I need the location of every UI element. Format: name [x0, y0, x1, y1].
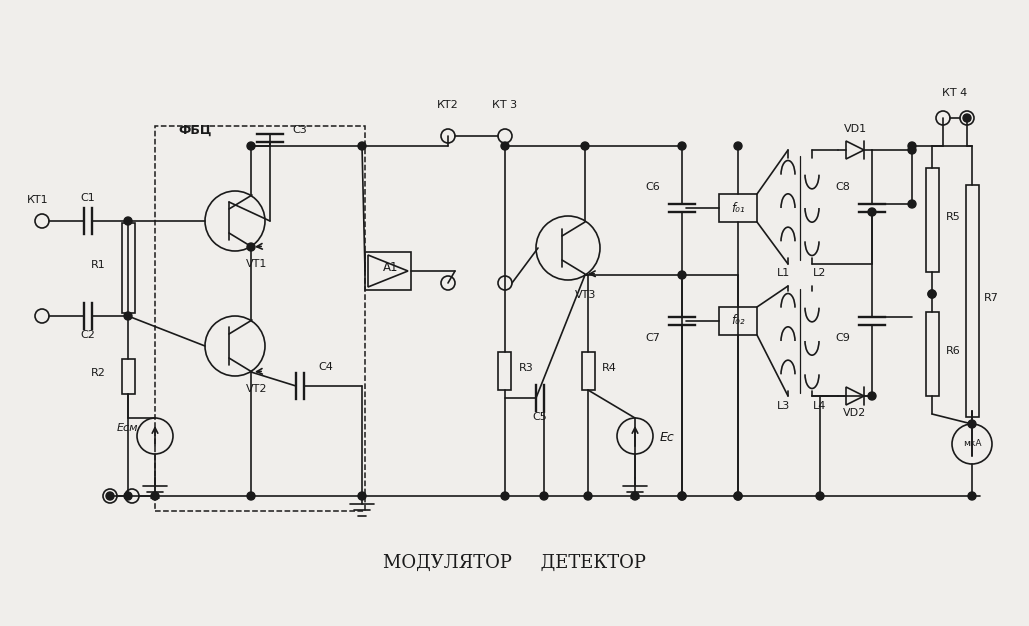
Bar	[719, 307, 757, 335]
Bar	[498, 352, 511, 390]
Bar	[365, 252, 411, 290]
Circle shape	[125, 492, 132, 500]
Circle shape	[908, 200, 916, 208]
Circle shape	[678, 492, 686, 500]
Text: R7: R7	[984, 293, 999, 303]
Circle shape	[584, 492, 592, 500]
Text: R3: R3	[519, 363, 534, 373]
Text: C2: C2	[80, 330, 96, 340]
Text: КТ2: КТ2	[437, 100, 459, 110]
Text: R1: R1	[92, 260, 106, 270]
Text: R6: R6	[946, 346, 961, 356]
Text: VT2: VT2	[246, 384, 268, 394]
Text: Eсм: Eсм	[116, 423, 138, 433]
Text: C4: C4	[318, 362, 332, 372]
Text: L1: L1	[777, 268, 790, 278]
Circle shape	[908, 142, 916, 150]
Bar	[925, 168, 938, 272]
Circle shape	[734, 142, 742, 150]
Bar	[719, 194, 757, 222]
Circle shape	[125, 312, 132, 320]
Circle shape	[963, 114, 971, 122]
Circle shape	[106, 492, 114, 500]
Text: R4: R4	[602, 363, 616, 373]
Text: C1: C1	[80, 193, 96, 203]
Bar	[155, 126, 365, 511]
Bar	[581, 352, 595, 390]
Circle shape	[816, 492, 824, 500]
Circle shape	[151, 492, 159, 500]
Circle shape	[968, 492, 975, 500]
Text: C8: C8	[836, 182, 850, 192]
Text: f₀₁: f₀₁	[732, 202, 745, 215]
Text: VD1: VD1	[844, 124, 866, 134]
Bar	[965, 185, 979, 418]
Text: C5: C5	[533, 412, 547, 422]
Text: C3: C3	[292, 125, 307, 135]
Text: КТ 4: КТ 4	[943, 88, 967, 98]
Circle shape	[501, 492, 509, 500]
Text: ФБЦ: ФБЦ	[178, 124, 212, 137]
Circle shape	[928, 290, 936, 298]
Bar	[925, 312, 938, 396]
Text: f₀₂: f₀₂	[732, 314, 745, 327]
Circle shape	[928, 290, 936, 298]
Text: C6: C6	[645, 182, 660, 192]
Circle shape	[540, 492, 548, 500]
Text: VT1: VT1	[246, 259, 268, 269]
Bar	[121, 223, 135, 314]
Text: VD2: VD2	[844, 408, 866, 418]
Text: R5: R5	[946, 212, 961, 222]
Circle shape	[908, 146, 916, 154]
Text: КТ 3: КТ 3	[493, 100, 518, 110]
Circle shape	[734, 492, 742, 500]
Text: VT3: VT3	[575, 290, 597, 300]
Text: МОДУЛЯТОР     ДЕТЕКТОР: МОДУЛЯТОР ДЕТЕКТОР	[383, 554, 645, 572]
Text: R2: R2	[92, 368, 106, 378]
Circle shape	[247, 492, 255, 500]
Circle shape	[247, 142, 255, 150]
Circle shape	[734, 492, 742, 500]
Text: A1: A1	[383, 261, 399, 274]
Circle shape	[678, 492, 686, 500]
Text: L3: L3	[777, 401, 790, 411]
Text: L4: L4	[813, 401, 826, 411]
Circle shape	[501, 142, 509, 150]
Text: C7: C7	[645, 333, 660, 343]
Text: C9: C9	[836, 333, 850, 343]
Circle shape	[247, 243, 255, 251]
Circle shape	[678, 142, 686, 150]
Text: КТ1: КТ1	[27, 195, 48, 205]
Circle shape	[358, 142, 366, 150]
Circle shape	[125, 217, 132, 225]
Text: L2: L2	[813, 268, 826, 278]
Circle shape	[868, 392, 876, 400]
Circle shape	[968, 420, 975, 428]
Circle shape	[581, 142, 589, 150]
Circle shape	[358, 492, 366, 500]
Bar	[121, 359, 135, 394]
Text: Eс: Eс	[660, 431, 675, 444]
Circle shape	[868, 208, 876, 216]
Text: мкА: мкА	[963, 439, 982, 448]
Circle shape	[631, 492, 639, 500]
Circle shape	[678, 271, 686, 279]
